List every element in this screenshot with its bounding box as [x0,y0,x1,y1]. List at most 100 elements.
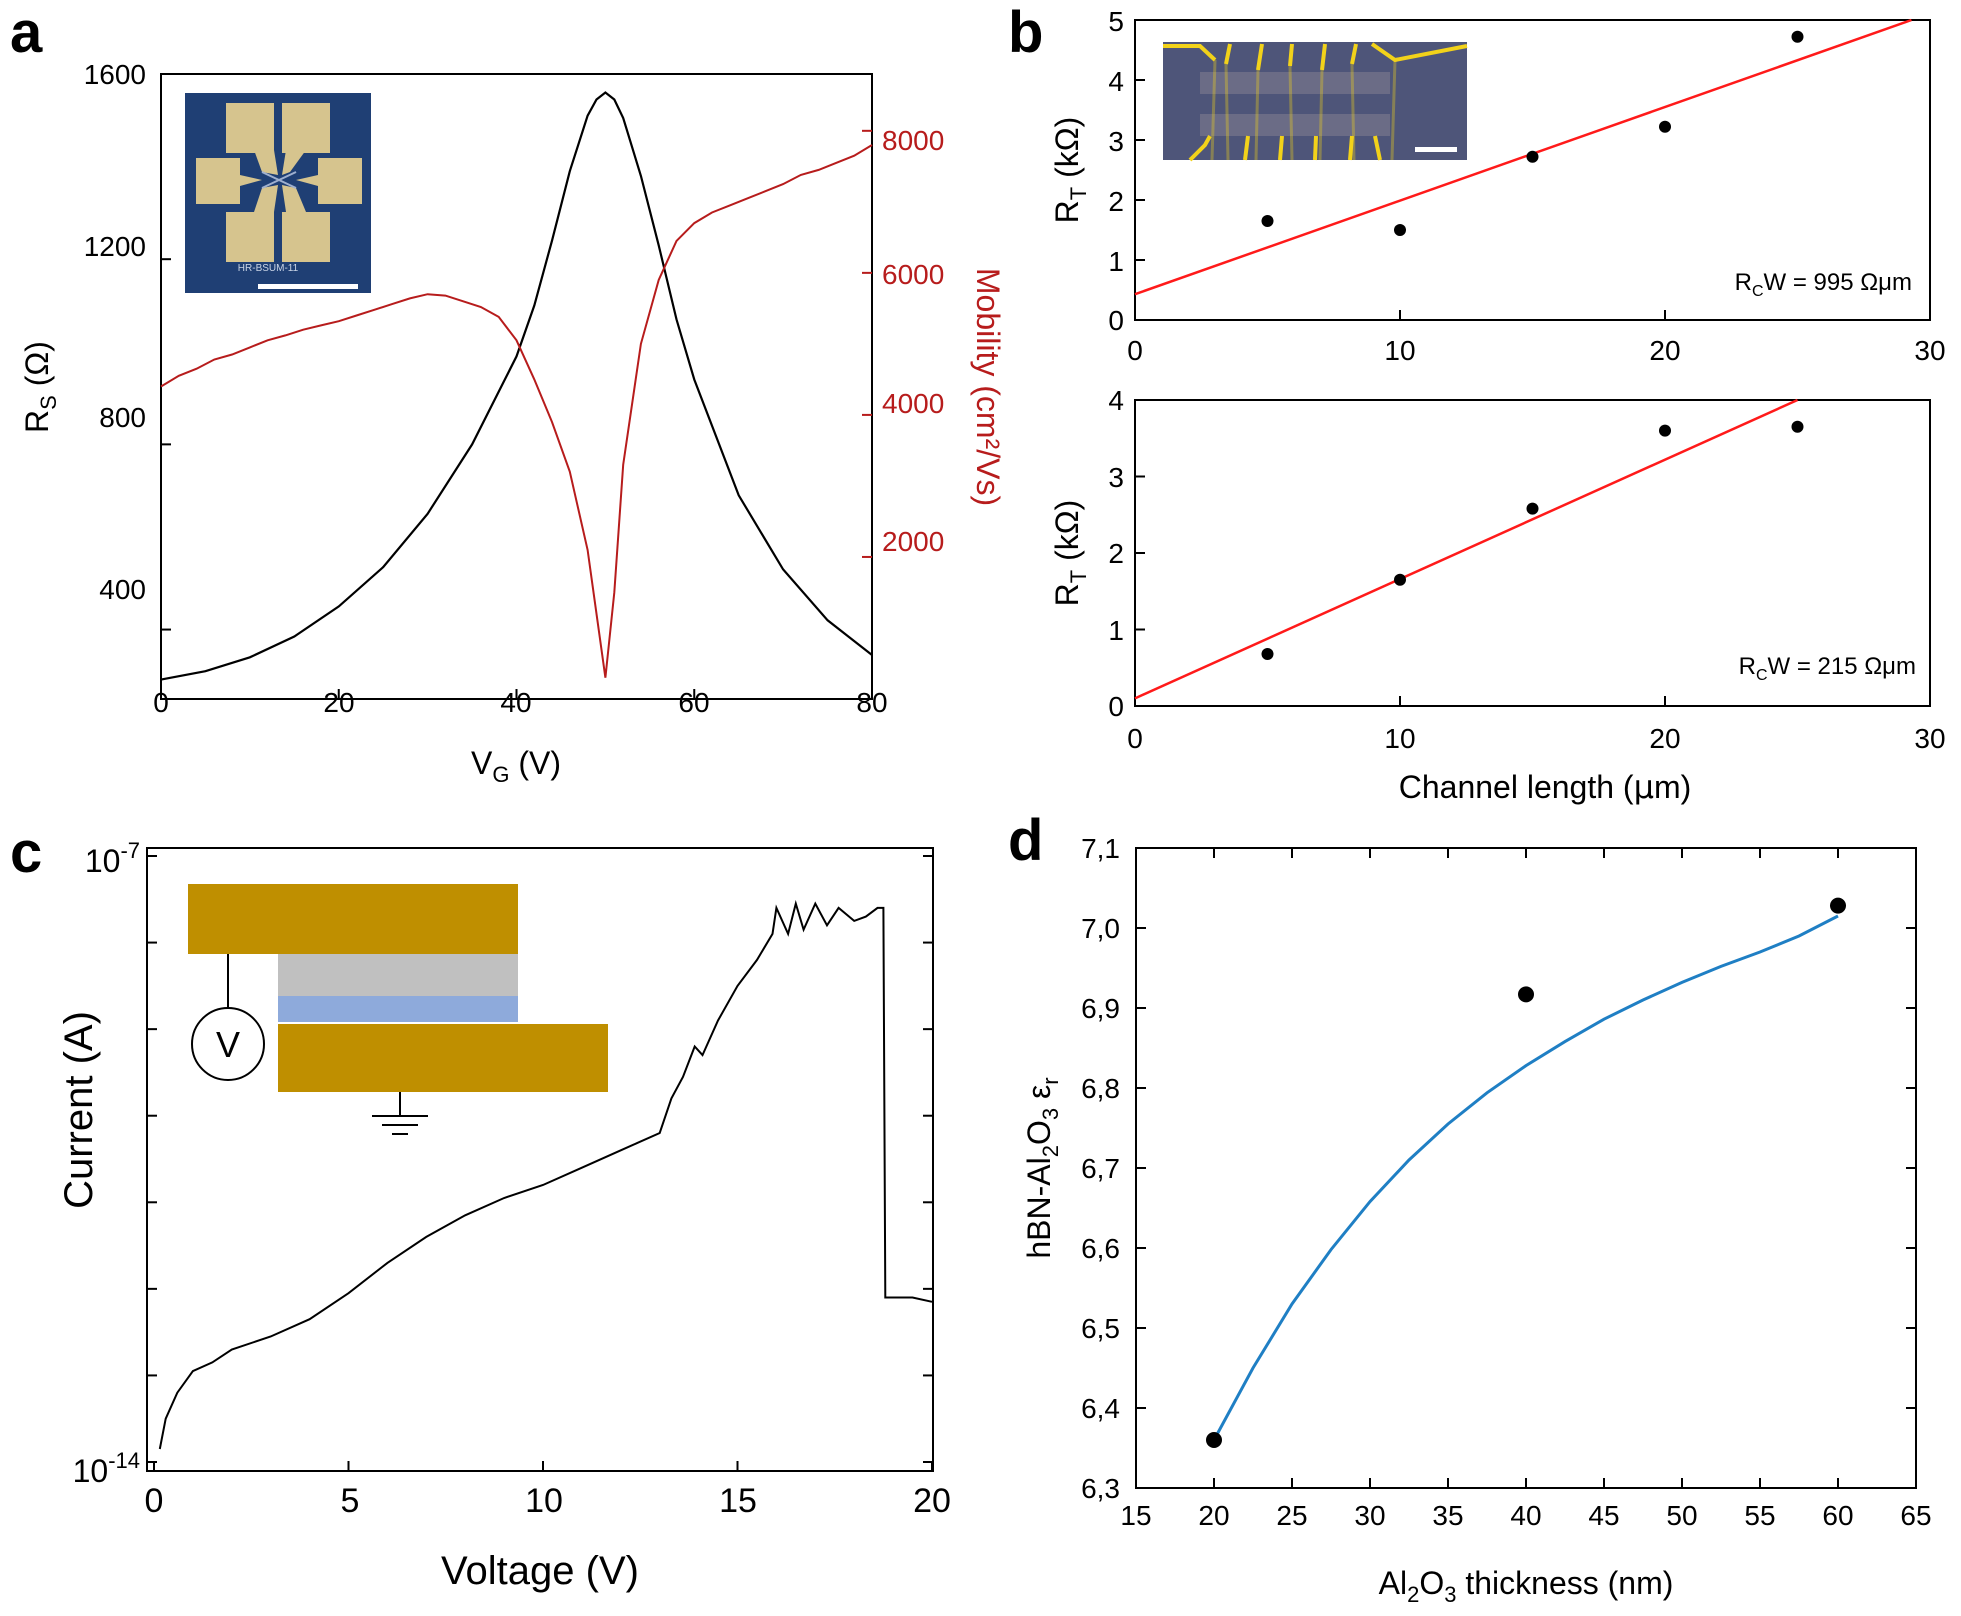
panel-d-ylabel: hBN-Al2O3 εr [1021,1077,1063,1258]
panel-a-y2ticklabels: 2000 4000 6000 8000 [882,125,944,557]
voltmeter-label: V [216,1024,240,1065]
panel-b-top-ytick-3: 3 [1108,126,1124,157]
panel-b-top-ytick-0: 0 [1108,305,1124,336]
panel-b-bottom-ticks [1134,399,1931,707]
panel-c-xtick-1: 5 [341,1482,360,1520]
panel-c-frame [146,847,934,1472]
panel-a-xticklabels: 0 20 40 60 80 [153,687,887,718]
panel-b-bottom-ytick-0: 0 [1108,691,1124,722]
panel-b-top-ytick-5: 5 [1108,6,1124,37]
panel-d-frame [1135,847,1917,1489]
top-electrode [188,884,518,954]
panel-b-top-point [1659,120,1671,133]
panel-a-inset-photo: HR-BSUM-11 [185,93,371,293]
panel-c-ytick-bottom: 10-14 [73,1448,140,1489]
panel-b-bottom-point [1659,424,1671,437]
panel-b-top-fit-line [1134,18,1912,296]
panel-a-xtick-1: 20 [323,687,354,718]
panel-a-ytick-3: 1600 [84,59,146,90]
panel-a-scalebar [258,284,358,289]
panel-b-bottom-ytick-2: 2 [1108,538,1124,569]
panel-d-xticklabels: 15 20 25 30 35 40 45 50 55 60 65 [1120,1500,1931,1531]
panel-a-xtick-3: 60 [678,687,709,718]
panel-d-xtick-6: 45 [1588,1500,1619,1531]
panel-c-inset-schematic: V [188,884,608,1135]
panel-b-top-ytick-4: 4 [1108,66,1124,97]
dielectric-al2o3 [278,954,518,996]
panel-c-letter: c [10,820,42,885]
panel-b-scalebar [1415,147,1457,152]
panel-d-xtick-7: 50 [1666,1500,1697,1531]
panel-b-bottom-fit-line [1134,398,1799,700]
panel-b-top-points [1261,30,1804,236]
panel-d-ytick-7: 7,0 [1081,913,1120,944]
panel-d: d 15 20 25 30 35 40 45 50 55 60 65 6,3 6… [1008,808,1932,1607]
panel-c-ytick-top: 10-7 [85,838,140,879]
panel-b-bottom-xticklabels: 0 10 20 30 [1127,723,1945,754]
panel-b-bottom-xtick-2: 20 [1649,723,1680,754]
panel-b-top-point [1526,150,1539,163]
panel-a-ticks [160,73,873,699]
panel-b-bottom-xtick-3: 30 [1914,723,1945,754]
panel-c-xtick-4: 20 [913,1482,951,1520]
panel-c-current-curve [158,899,933,1450]
panel-c-xtick-0: 0 [145,1482,164,1520]
panel-d-ytick-0: 6,3 [1081,1473,1120,1504]
panel-a-ytick-2: 1200 [84,231,146,262]
panel-d-fit-curve [1212,914,1839,1441]
panel-d-xlabel: Al2O3 thickness (nm) [1379,1565,1674,1607]
panel-c-xtick-2: 10 [525,1482,563,1520]
panel-a-ytick-0: 400 [99,574,146,605]
panel-d-point [1518,986,1534,1003]
panel-d-xtick-2: 25 [1276,1500,1307,1531]
panel-b-bottom-annotation: RCW = 215 Ωμm [1739,653,1916,684]
panel-b-top-annotation: RCW = 995 Ωμm [1735,269,1912,300]
panel-b-xlabel: Channel length (μm) [1399,768,1692,806]
panel-a-inset-label: HR-BSUM-11 [238,263,299,274]
panel-d-ytick-8: 7,1 [1081,833,1120,864]
panel-a-yticklabels: 400 800 1200 1600 [84,59,146,605]
panel-d-ytick-5: 6,8 [1081,1073,1120,1104]
panel-b-bottom-yticklabels: 0 1 2 3 4 [1108,385,1124,722]
panel-b-bottom-point [1526,502,1539,515]
panel-b-top-point [1791,30,1804,43]
panel-a-y2tick-2: 6000 [882,259,944,290]
panel-a-y2label: Mobility (cm²/Vs) [970,268,1006,506]
panel-d-ytick-4: 6,7 [1081,1153,1120,1184]
panel-c-ticks [147,855,933,1471]
panel-b-top-yticklabels: 0 1 2 3 4 5 [1108,6,1124,336]
panel-c-xtick-3: 15 [719,1482,757,1520]
panel-a-y2tick-0: 2000 [882,526,944,557]
dielectric-hbn [278,996,518,1022]
panel-d-xtick-4: 35 [1432,1500,1463,1531]
panel-d-yticklabels: 6,3 6,4 6,5 6,6 6,7 6,8 6,9 7,0 7,1 [1081,833,1120,1504]
panel-c-xticklabels: 0 5 10 15 20 [145,1482,951,1520]
panel-b: b 0 1 2 3 4 5 0 10 20 30 [1008,0,1946,806]
panel-a-rs-curve [160,91,873,681]
panel-c-xlabel: Voltage (V) [441,1549,639,1593]
panel-d-point [1206,1432,1222,1448]
panel-b-bottom-ytick-1: 1 [1108,615,1124,646]
panel-a-xtick-4: 80 [856,687,887,718]
panel-b-bottom-ylabel: RT (kΩ) [1049,500,1091,607]
ground-icon [372,1115,428,1135]
panel-b-bottom-xtick-0: 0 [1127,723,1143,754]
panel-d-ticks [1135,847,1917,1489]
panel-d-xtick-1: 20 [1198,1500,1229,1531]
panel-b-top-xtick-3: 30 [1914,335,1945,366]
panel-c: c V 0 5 10 15 20 10-7 [10,820,951,1593]
panel-d-xtick-8: 55 [1744,1500,1775,1531]
panel-d-ytick-3: 6,6 [1081,1233,1120,1264]
panel-b-bottom-point [1261,647,1274,660]
panel-b-top-ylabel: RT (kΩ) [1049,117,1091,224]
panel-b-top-xtick-2: 20 [1649,335,1680,366]
panel-a-y2tick-1: 4000 [882,388,944,419]
panel-a-letter: a [10,0,43,65]
panel-b-bottom-point [1791,420,1804,433]
panel-b-top-ticks [1134,19,1931,321]
panel-b-top-ytick-1: 1 [1108,246,1124,277]
panel-a-xtick-2: 40 [500,687,531,718]
panel-d-ytick-1: 6,4 [1081,1393,1120,1424]
panel-d-xtick-0: 15 [1120,1500,1151,1531]
